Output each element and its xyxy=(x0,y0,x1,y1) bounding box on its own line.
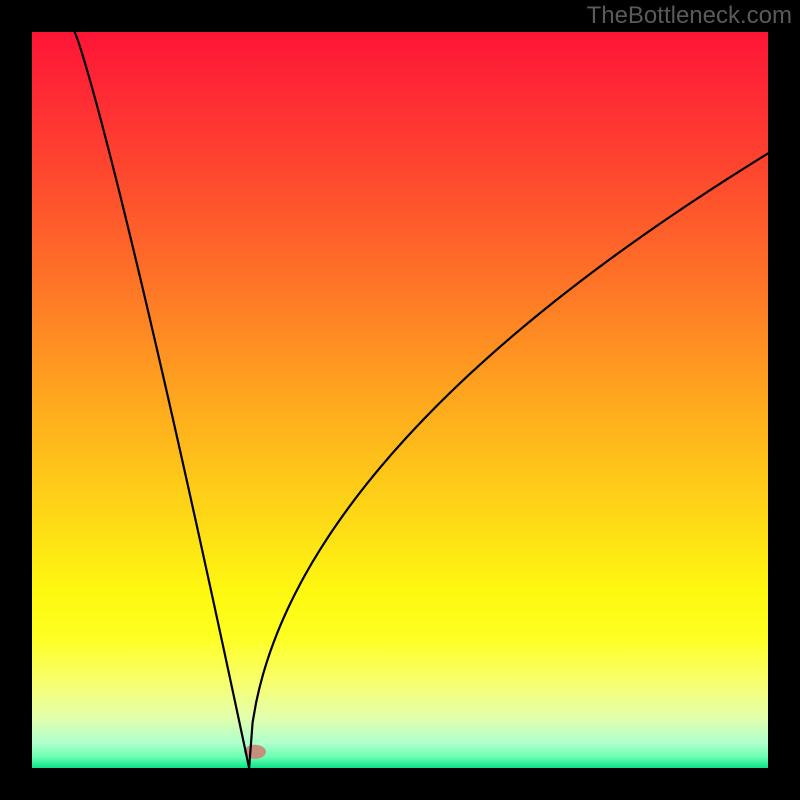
bottleneck-chart xyxy=(0,0,800,800)
plot-gradient-background xyxy=(32,32,768,768)
chart-container: TheBottleneck.com xyxy=(0,0,800,800)
watermark-text: TheBottleneck.com xyxy=(587,2,792,30)
